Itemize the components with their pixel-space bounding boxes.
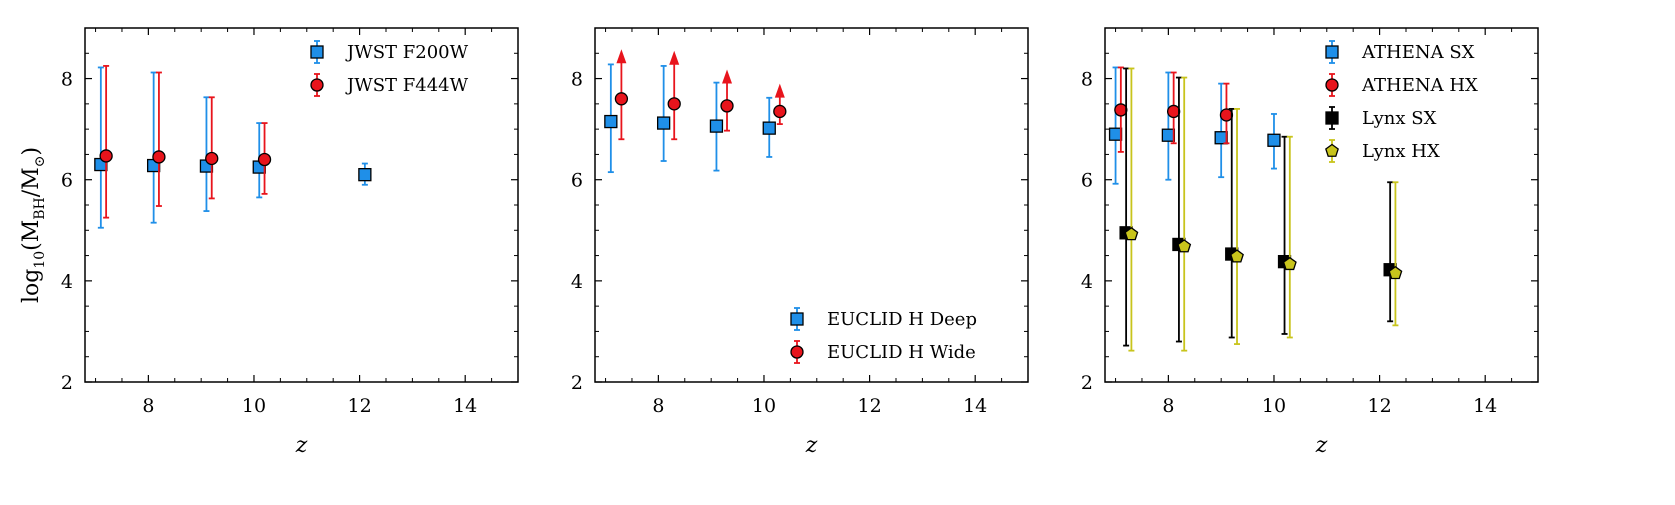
legend-marker [790, 312, 804, 326]
series-athena-hx [1114, 66, 1234, 153]
data-point [604, 114, 618, 129]
y-tick-label: 2 [1081, 372, 1093, 394]
data-point [1114, 103, 1128, 117]
series-lynx-hx [1124, 67, 1403, 352]
data-point [1230, 249, 1244, 263]
x-tick-label: 8 [652, 395, 664, 417]
series-euclid-h-wide [614, 49, 787, 141]
x-axis-label: z [805, 433, 818, 458]
y-tick-label: 6 [571, 170, 583, 192]
data-point [1124, 227, 1139, 241]
data-point [1267, 133, 1281, 147]
x-tick-label: 8 [142, 395, 154, 417]
x-tick-label: 14 [963, 395, 987, 417]
data-point [656, 116, 671, 130]
data-point [205, 151, 219, 166]
data-point [614, 92, 629, 106]
y-tick-label: 6 [61, 170, 73, 192]
data-point [1219, 108, 1234, 122]
data-point [1282, 256, 1297, 271]
lower-limit-arrow [669, 50, 680, 65]
y-tick-label: 8 [61, 69, 73, 91]
x-tick-label: 12 [857, 395, 881, 417]
data-point [1214, 131, 1228, 145]
x-tick-label: 10 [1262, 395, 1286, 417]
lower-limit-arrow [774, 83, 785, 98]
legend-marker [1325, 143, 1339, 157]
data-point [1388, 265, 1403, 280]
x-tick-label: 14 [453, 395, 477, 417]
series-athena-sx [1108, 66, 1281, 185]
panel-jwst: 8 10 12 14 2 4 6 8 z JWST F200W JWST F444W [61, 27, 519, 458]
lower-limit-arrow [616, 49, 627, 64]
legend: EUCLID H Deep EUCLID H Wide [790, 307, 977, 364]
x-tick-label: 12 [1367, 395, 1391, 417]
data-point [709, 119, 724, 133]
legend-label: ATHENA HX [1361, 75, 1478, 96]
x-axis-label: z [295, 433, 308, 458]
panel-athena-lynx: 8 10 12 14 2 4 6 8 z ATHENA SX ATHENA HX Lynx SX Lyn… [1081, 27, 1539, 458]
series-jwst-f444w [99, 65, 272, 219]
legend-marker [1325, 111, 1339, 125]
legend-label: JWST F200W [345, 42, 469, 63]
x-tick-label: 12 [347, 395, 371, 417]
x-tick-label: 14 [1473, 395, 1497, 417]
legend-label: EUCLID H Wide [827, 342, 976, 363]
y-tick-label: 8 [1081, 69, 1093, 91]
data-point [99, 149, 113, 163]
y-tick-label: 4 [571, 271, 583, 293]
data-point [1166, 104, 1181, 119]
x-tick-label: 8 [1162, 395, 1174, 417]
lower-limit-arrow [722, 69, 733, 84]
series-jwst-f200w [94, 66, 372, 229]
data-point [152, 150, 166, 164]
x-axis-label: z [1315, 433, 1328, 458]
y-tick-label: 2 [571, 372, 583, 394]
data-point [358, 168, 372, 182]
legend-label: EUCLID H Deep [827, 309, 977, 330]
y-tick-label: 6 [1081, 170, 1093, 192]
panel-euclid: 8 10 12 14 2 4 6 8 z EUCLID H Deep EUCLID H Wide [571, 27, 1029, 458]
data-point [773, 104, 787, 119]
legend: ATHENA SX ATHENA HX Lynx SX Lynx HX [1325, 40, 1478, 163]
data-point [1177, 239, 1192, 253]
legend-marker [1325, 45, 1339, 59]
x-tick-label: 10 [752, 395, 776, 417]
y-axis-label: log10(MBH/M⊙) [19, 147, 48, 303]
legend-marker [310, 45, 324, 59]
data-point [667, 97, 681, 111]
legend-label: Lynx SX [1362, 108, 1437, 129]
data-point [1161, 128, 1176, 142]
y-tick-label: 4 [61, 271, 73, 293]
legend-marker [1325, 78, 1339, 92]
y-tick-label: 8 [571, 69, 583, 91]
series-lynx-sx [1119, 67, 1397, 347]
data-point [762, 121, 776, 135]
data-point [257, 152, 272, 167]
data-point [1108, 127, 1123, 141]
legend-marker [790, 345, 804, 359]
legend-label: Lynx HX [1362, 141, 1440, 162]
data-point [720, 99, 734, 113]
x-tick-label: 10 [242, 395, 266, 417]
legend: JWST F200W JWST F444W [310, 40, 469, 97]
legend-label: ATHENA SX [1361, 42, 1475, 63]
series-euclid-h-deep [604, 63, 776, 174]
legend-marker [310, 78, 324, 92]
y-tick-label: 4 [1081, 271, 1093, 293]
legend-label: JWST F444W [345, 75, 469, 96]
y-tick-label: 2 [61, 372, 73, 394]
